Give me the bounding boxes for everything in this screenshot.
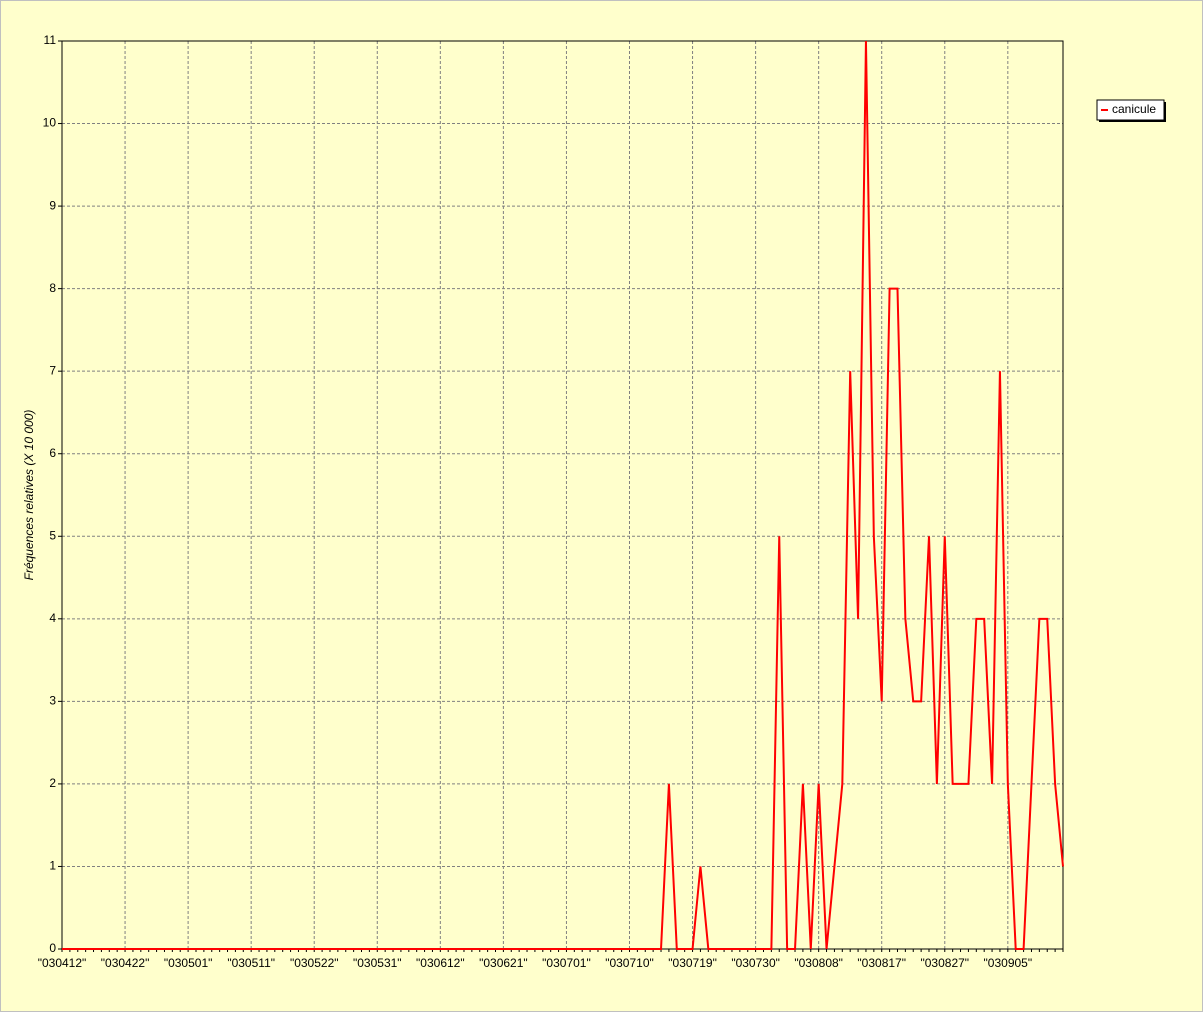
y-tick-label: 8 — [49, 281, 56, 295]
x-tick-label: "030621" — [479, 956, 528, 970]
x-tick-label: "030531" — [353, 956, 402, 970]
y-tick-label: 1 — [49, 859, 56, 873]
y-tick-label: 7 — [49, 363, 56, 377]
x-tick-label: "030422" — [101, 956, 150, 970]
x-tick-label: "030612" — [416, 956, 465, 970]
y-tick-label: 3 — [49, 694, 56, 708]
x-tick-label: "030817" — [857, 956, 906, 970]
y-axis-label: Fréquences relatives (X 10 000) — [22, 410, 36, 581]
line-series — [62, 40, 1064, 950]
y-tick-label: 5 — [49, 528, 56, 542]
x-tick-label: "030808" — [794, 956, 843, 970]
y-tick-label: 2 — [49, 776, 56, 790]
legend-label: canicule — [1112, 102, 1156, 116]
y-tick-label: 0 — [49, 941, 56, 955]
x-tick-label: "030905" — [984, 956, 1033, 970]
x-tick-label: "030701" — [542, 956, 591, 970]
y-tick-label: 11 — [44, 33, 57, 47]
x-tick-label: "030511" — [227, 956, 275, 970]
x-tick-label: "030827" — [920, 956, 969, 970]
x-tick-label: "030730" — [731, 956, 780, 970]
y-tick-label: 6 — [49, 446, 56, 460]
y-tick-label: 9 — [49, 198, 56, 212]
y-tick-label: 10 — [43, 116, 57, 130]
x-tick-label: "030710" — [605, 956, 654, 970]
x-tick-label: "030412" — [38, 956, 87, 970]
x-tick-label: "030522" — [290, 956, 339, 970]
x-tick-label: "030501" — [164, 956, 213, 970]
legend-box — [1096, 99, 1165, 121]
x-tick-label: "030719" — [668, 956, 717, 970]
y-tick-label: 4 — [49, 611, 56, 625]
